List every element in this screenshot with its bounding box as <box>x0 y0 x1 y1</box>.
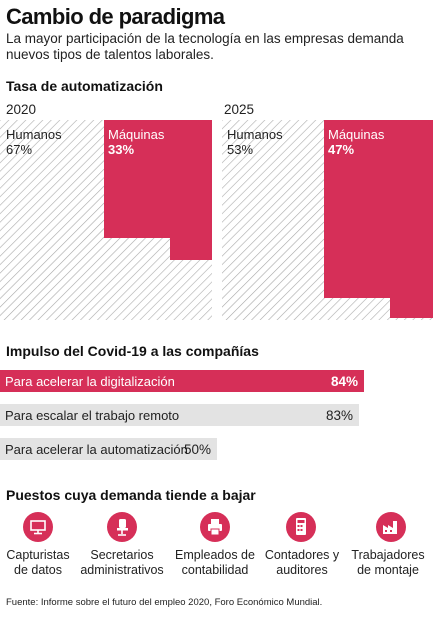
covid-bar-label: Para escalar el trabajo remoto <box>5 408 180 423</box>
covid-bar-label: Para acelerar la automatización <box>5 442 188 457</box>
covid-bar-label: Para acelerar la digitalización <box>5 374 175 389</box>
job-label-accountants: Contadores y auditores <box>264 548 340 577</box>
monitor-icon <box>23 512 53 542</box>
printer-icon <box>200 512 230 542</box>
automation-panel-2025 <box>222 120 433 320</box>
job-label-assembly-workers: Trabajadores de montaje <box>351 548 425 577</box>
covid-bar-row: Para acelerar la digitalización 84% <box>0 370 433 392</box>
chart-title: Cambio de paradigma <box>6 4 225 29</box>
jobs-row: Capturistas de datos Secretarios adminis… <box>0 512 433 592</box>
chart-subtitle: La mayor participación de la tecnología … <box>6 31 404 62</box>
automation-panel-2020 <box>0 120 212 320</box>
covid-bar <box>0 404 359 426</box>
humans-label-2025: Humanos 53% <box>227 127 283 157</box>
covid-bar-row: Para acelerar la automatización 50% <box>0 438 433 460</box>
covid-bar-value: 83% <box>325 408 353 423</box>
automation-heading: Tasa de automatización <box>6 78 163 94</box>
calculator-icon <box>286 512 316 542</box>
job-label-secretaries: Secretarios administrativos <box>80 548 164 577</box>
covid-bar <box>0 438 217 460</box>
covid-bar <box>0 370 364 392</box>
job-label-data-entry: Capturistas de datos <box>6 548 70 577</box>
jobs-heading: Puestos cuya demanda tiende a bajar <box>6 487 256 503</box>
year-label-2020: 2020 <box>6 102 37 117</box>
year-label-2025: 2025 <box>224 102 255 117</box>
source-note: Fuente: Informe sobre el futuro del empl… <box>6 597 323 608</box>
humans-label-2020: Humanos 67% <box>6 127 62 157</box>
covid-bar-value: 50% <box>183 442 211 457</box>
covid-bar-row: Para escalar el trabajo remoto 83% <box>0 404 433 426</box>
machines-area-2020 <box>104 120 212 260</box>
job-label-accounting-clerks: Empleados de contabilidad <box>175 548 255 577</box>
machines-label-2020: Máquinas 33% <box>108 127 165 157</box>
covid-bar-value: 84% <box>330 374 358 389</box>
office-chair-icon <box>107 512 137 542</box>
machines-area-2025 <box>324 120 433 318</box>
covid-heading: Impulso del Covid-19 a las compañías <box>6 343 259 359</box>
machines-label-2025: Máquinas 47% <box>328 127 385 157</box>
factory-icon <box>376 512 406 542</box>
